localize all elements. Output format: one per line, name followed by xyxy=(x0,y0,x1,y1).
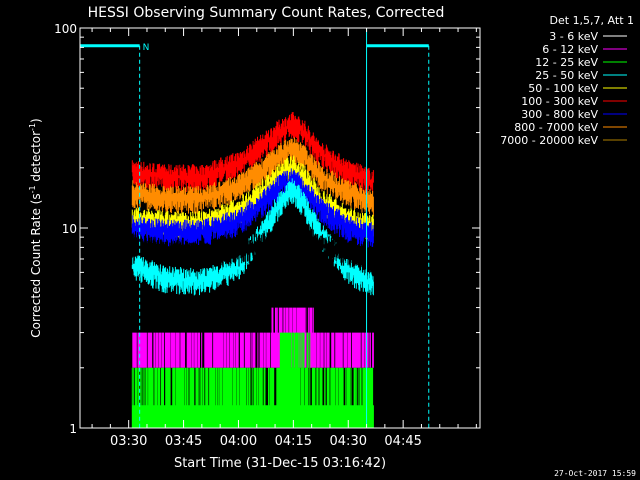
legend-label: 3 - 6 keV xyxy=(549,30,598,43)
series-2 xyxy=(131,332,374,428)
x-tick-label: 03:45 xyxy=(165,434,202,449)
legend-label: 25 - 50 keV xyxy=(535,69,598,82)
series-6 xyxy=(131,168,374,248)
y-tick-label: 1 xyxy=(69,422,77,436)
series-line xyxy=(131,137,374,217)
series-line xyxy=(131,178,374,296)
plot-timestamp: 27-Oct-2017 15:59 xyxy=(554,469,636,478)
series-line xyxy=(131,112,374,194)
series-1 xyxy=(132,307,374,368)
series-7 xyxy=(131,137,374,217)
y-axis-label: Corrected Count Rate (s-1 detector-1) xyxy=(28,118,43,337)
x-tick-label: 04:15 xyxy=(275,434,312,449)
y-tick-label: 10 xyxy=(62,222,77,236)
y-tick-label: 100 xyxy=(54,22,77,36)
x-tick-label: 04:30 xyxy=(330,434,367,449)
x-tick-label: 04:45 xyxy=(384,434,421,449)
legend-label: 300 - 800 keV xyxy=(521,108,598,121)
legend-label: 12 - 25 keV xyxy=(535,56,598,69)
series-line xyxy=(131,218,374,274)
legend-label: 800 - 7000 keV xyxy=(514,121,598,134)
y-axis-label-end: ) xyxy=(29,118,43,123)
x-tick-label: 04:00 xyxy=(220,434,257,449)
y-axis-label-sup2: -1 xyxy=(28,123,37,131)
series-0 xyxy=(131,218,374,274)
y-axis-label-sup1: -1 xyxy=(28,185,37,193)
chart-title: HESSI Observing Summary Count Rates, Cor… xyxy=(88,5,445,21)
legend-label: 100 - 300 keV xyxy=(521,95,598,108)
series-line xyxy=(131,168,374,248)
y-axis-label-main: Corrected Count Rate (s xyxy=(29,193,43,337)
attenuator-flag: N xyxy=(143,43,150,53)
x-axis-label: Start Time (31-Dec-15 03:16:42) xyxy=(174,456,386,471)
axes-layer: 03:30 03:45 04:00 04:15 04:30 04:45 1 10 100 xyxy=(54,22,480,449)
y-axis-label-mid: detector xyxy=(29,131,43,186)
legend-header: Det 1,5,7, Att 1 xyxy=(550,14,634,27)
x-tick-label: 03:30 xyxy=(110,434,147,449)
series-3 xyxy=(131,178,374,296)
series-layer xyxy=(131,112,374,428)
series-line xyxy=(131,332,374,428)
legend-label: 6 - 12 keV xyxy=(542,43,598,56)
legend-label: 50 - 100 keV xyxy=(528,82,598,95)
legend-label: 7000 - 20000 keV xyxy=(500,134,598,147)
series-line xyxy=(132,307,374,368)
series-5 xyxy=(131,112,374,194)
